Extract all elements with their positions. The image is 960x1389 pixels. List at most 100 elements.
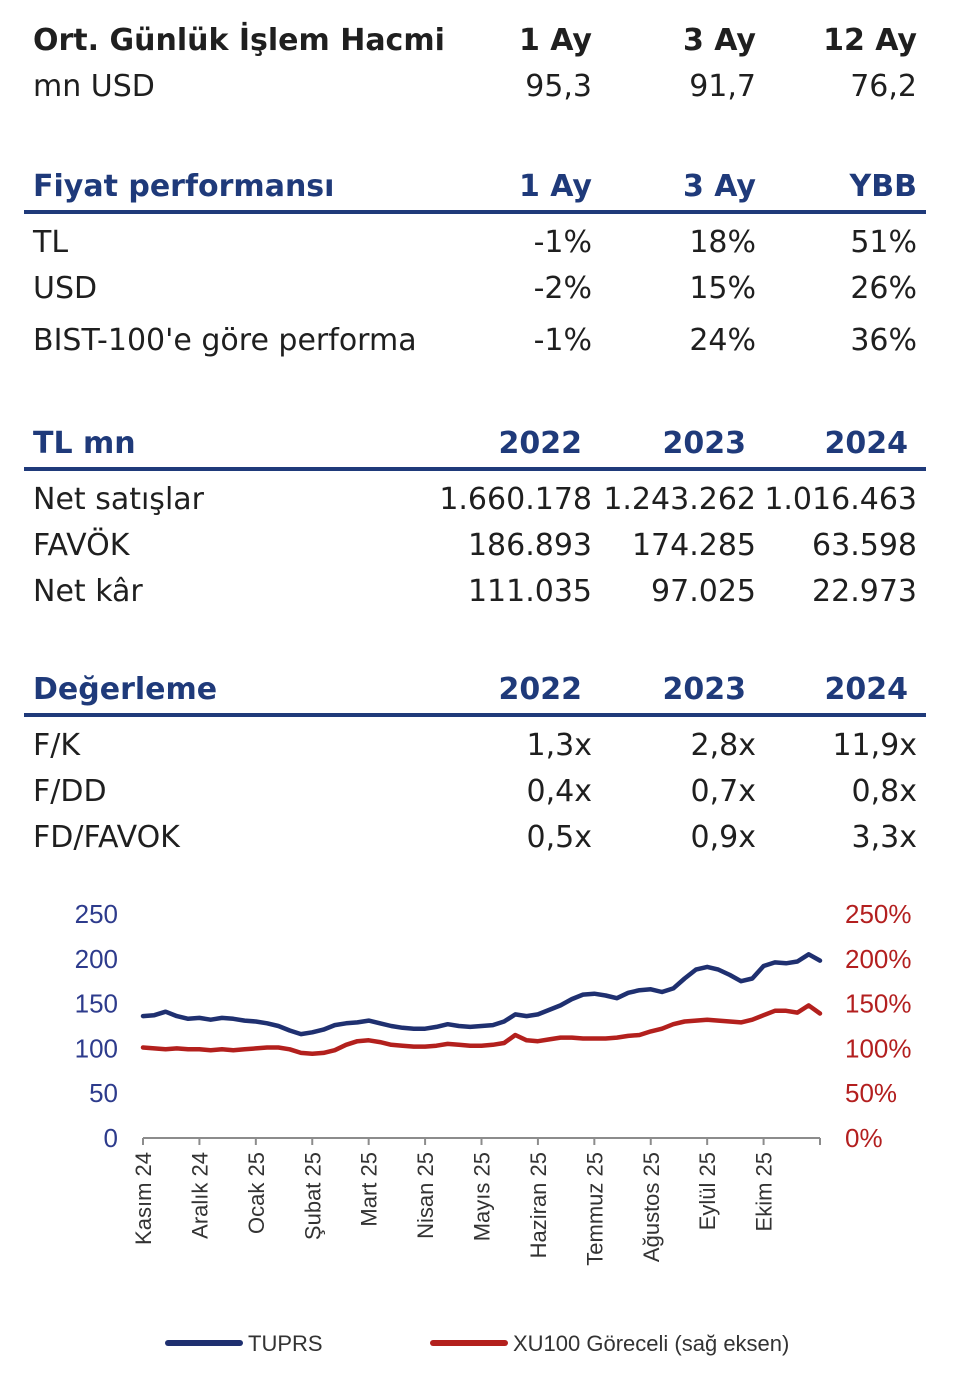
financials-col-2: 2023 <box>662 426 747 461</box>
y-tick-right: 0% <box>845 1123 883 1153</box>
table-row: F/K 1,3x 2,8x 11,9x <box>24 723 926 769</box>
valuation-col-1: 2022 <box>498 672 583 707</box>
x-tick-label: Temmuz 25 <box>582 1152 607 1266</box>
x-tick-label: Nisan 25 <box>413 1152 438 1239</box>
y-tick-right: 200% <box>845 944 912 974</box>
header-rule <box>24 210 926 214</box>
valuation-col-3: 2024 <box>824 672 909 707</box>
row-label: mn USD <box>33 69 155 104</box>
row-label: FD/FAVOK <box>33 820 180 855</box>
cell: -2% <box>533 271 592 306</box>
cell: -1% <box>533 323 592 358</box>
cell: 111.035 <box>467 574 592 609</box>
x-tick-label: Haziran 25 <box>526 1152 551 1258</box>
table-row: mn USD 95,3 91,7 76,2 <box>24 64 926 110</box>
cell: 0,7x <box>690 774 756 809</box>
volume-col-3: 12 Ay <box>823 23 917 58</box>
x-tick-label: Ağustos 25 <box>639 1152 664 1262</box>
x-tick-label: Mayıs 25 <box>470 1152 495 1241</box>
cell: 91,7 <box>689 69 756 104</box>
row-label: USD <box>33 271 98 306</box>
valuation-title: Değerleme <box>33 672 218 707</box>
cell: 0,8x <box>851 774 917 809</box>
row-label: Net satışlar <box>33 482 204 517</box>
cell: 11,9x <box>832 728 917 763</box>
price-col-3: YBB <box>849 169 917 204</box>
y-tick-left: 100 <box>75 1033 118 1063</box>
volume-title: Ort. Günlük İşlem Hacmi <box>33 23 445 58</box>
cell: -1% <box>533 225 592 260</box>
x-tick-label: Şubat 25 <box>300 1152 325 1240</box>
cell: 95,3 <box>525 69 592 104</box>
y-tick-left: 200 <box>75 944 118 974</box>
cell: 63.598 <box>812 528 917 563</box>
table-row: Net satışlar 1.660.178 1.243.262 1.016.4… <box>24 477 926 523</box>
cell: 22.973 <box>812 574 917 609</box>
series-line-tuprs <box>140 952 823 1037</box>
y-tick-right: 150% <box>845 989 912 1019</box>
y-tick-right: 250% <box>845 899 912 929</box>
financials-col-3: 2024 <box>824 426 909 461</box>
cell: 26% <box>850 271 917 306</box>
row-label: BIST-100'e göre performa <box>33 323 417 358</box>
cell: 1.016.463 <box>764 482 917 517</box>
cell: 0,9x <box>690 820 756 855</box>
table-row: BIST-100'e göre performa -1% 24% 36% <box>24 318 926 364</box>
volume-col-1: 1 Ay <box>518 23 592 58</box>
table-row: TL -1% 18% 51% <box>24 220 926 266</box>
legend-label: TUPRS <box>248 1331 323 1356</box>
header-rule <box>24 713 926 717</box>
cell: 3,3x <box>851 820 917 855</box>
cell: 186.893 <box>467 528 592 563</box>
row-label: TL <box>33 225 69 260</box>
x-tick-label: Eylül 25 <box>695 1152 720 1230</box>
cell: 0,5x <box>526 820 592 855</box>
cell: 18% <box>689 225 756 260</box>
financials-table: TL mn 2022 2023 2024 Net satışlar 1.660.… <box>24 421 926 615</box>
table-row: FAVÖK 186.893 174.285 63.598 <box>24 523 926 569</box>
cell: 1,3x <box>526 728 592 763</box>
volume-col-2: 3 Ay <box>682 23 756 58</box>
x-tick-label: Kasım 24 <box>131 1152 156 1245</box>
cell: 76,2 <box>850 69 917 104</box>
y-tick-left: 250 <box>75 899 118 929</box>
volume-table: Ort. Günlük İşlem Hacmi 1 Ay 3 Ay 12 Ay … <box>24 18 926 110</box>
legend-label: XU100 Göreceli (sağ eksen) <box>513 1331 789 1356</box>
valuation-header: Değerleme 2022 2023 2024 <box>24 667 926 713</box>
price-table: Fiyat performansı 1 Ay 3 Ay YBB TL -1% 1… <box>24 164 926 364</box>
price-chart: 250 200 150 100 50 0 250% 200% 150% 100% 50% 0% Kası… <box>75 899 912 1356</box>
price-col-1: 1 Ay <box>518 169 592 204</box>
cell: 0,4x <box>526 774 592 809</box>
price-header: Fiyat performansı 1 Ay 3 Ay YBB <box>24 164 926 210</box>
y-tick-left: 50 <box>89 1078 118 1108</box>
cell: 15% <box>689 271 756 306</box>
row-label: F/DD <box>33 774 107 809</box>
cell: 174.285 <box>631 528 756 563</box>
table-row: Net kâr 111.035 97.025 22.973 <box>24 569 926 615</box>
row-label: Net kâr <box>33 574 143 609</box>
table-row: USD -2% 15% 26% <box>24 266 926 312</box>
y-tick-right: 50% <box>845 1078 897 1108</box>
price-title: Fiyat performansı <box>33 169 335 204</box>
financials-col-1: 2022 <box>498 426 583 461</box>
financials-title: TL mn <box>33 426 136 461</box>
y-tick-right: 100% <box>845 1033 912 1063</box>
valuation-col-2: 2023 <box>662 672 747 707</box>
header-rule <box>24 467 926 471</box>
cell: 2,8x <box>690 728 756 763</box>
y-tick-left: 0 <box>104 1123 118 1153</box>
cell: 24% <box>689 323 756 358</box>
table-row: FD/FAVOK 0,5x 0,9x 3,3x <box>24 815 926 861</box>
x-tick-label: Ekim 25 <box>752 1152 777 1231</box>
x-tick-label: Ocak 25 <box>244 1152 269 1234</box>
cell: 1.660.178 <box>439 482 592 517</box>
cell: 36% <box>850 323 917 358</box>
cell: 1.243.262 <box>603 482 756 517</box>
cell: 51% <box>850 225 917 260</box>
valuation-table: Değerleme 2022 2023 2024 F/K 1,3x 2,8x 1… <box>24 667 926 861</box>
y-tick-left: 150 <box>75 989 118 1019</box>
row-label: F/K <box>33 728 81 763</box>
cell: 97.025 <box>651 574 756 609</box>
series-line-xu100 <box>140 1003 823 1057</box>
table-row: F/DD 0,4x 0,7x 0,8x <box>24 769 926 815</box>
